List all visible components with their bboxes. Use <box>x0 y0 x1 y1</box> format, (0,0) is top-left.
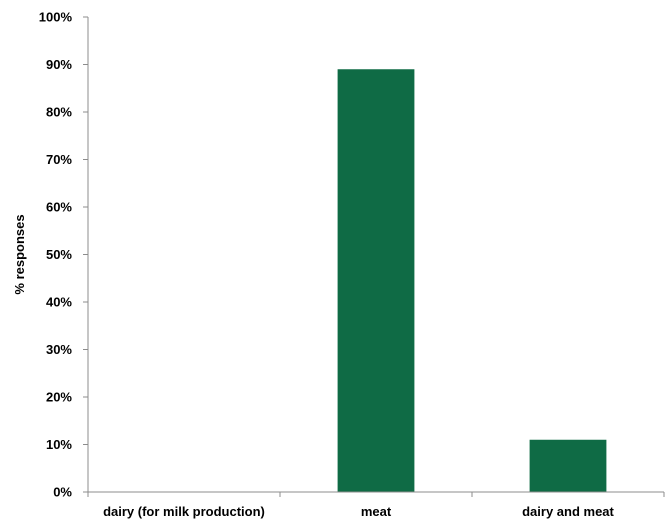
x-tick-label: dairy (for milk production) <box>103 504 265 519</box>
y-axis-title: % responses <box>12 214 27 294</box>
y-tick-label: 20% <box>46 390 72 405</box>
bar <box>529 439 607 492</box>
x-tick-label: dairy and meat <box>522 504 614 519</box>
y-tick-label: 30% <box>46 342 72 357</box>
y-tick-label: 60% <box>46 200 72 215</box>
x-tick-label: meat <box>361 504 392 519</box>
y-tick-label: 40% <box>46 295 72 310</box>
bar <box>337 69 415 492</box>
y-tick-label: 80% <box>46 105 72 120</box>
y-axis-ticks: 0% 10% 20% 30% 40% 50% 60% 70% 80% 90% 100% <box>39 10 88 500</box>
y-tick-label: 70% <box>46 152 72 167</box>
y-tick-label: 100% <box>39 10 73 25</box>
y-tick-label: 0% <box>53 485 72 500</box>
y-tick-label: 90% <box>46 57 72 72</box>
y-tick-label: 10% <box>46 437 72 452</box>
y-tick-label: 50% <box>46 247 72 262</box>
bars <box>337 69 607 492</box>
x-axis-ticks: dairy (for milk production) meat dairy and… <box>87 492 665 519</box>
